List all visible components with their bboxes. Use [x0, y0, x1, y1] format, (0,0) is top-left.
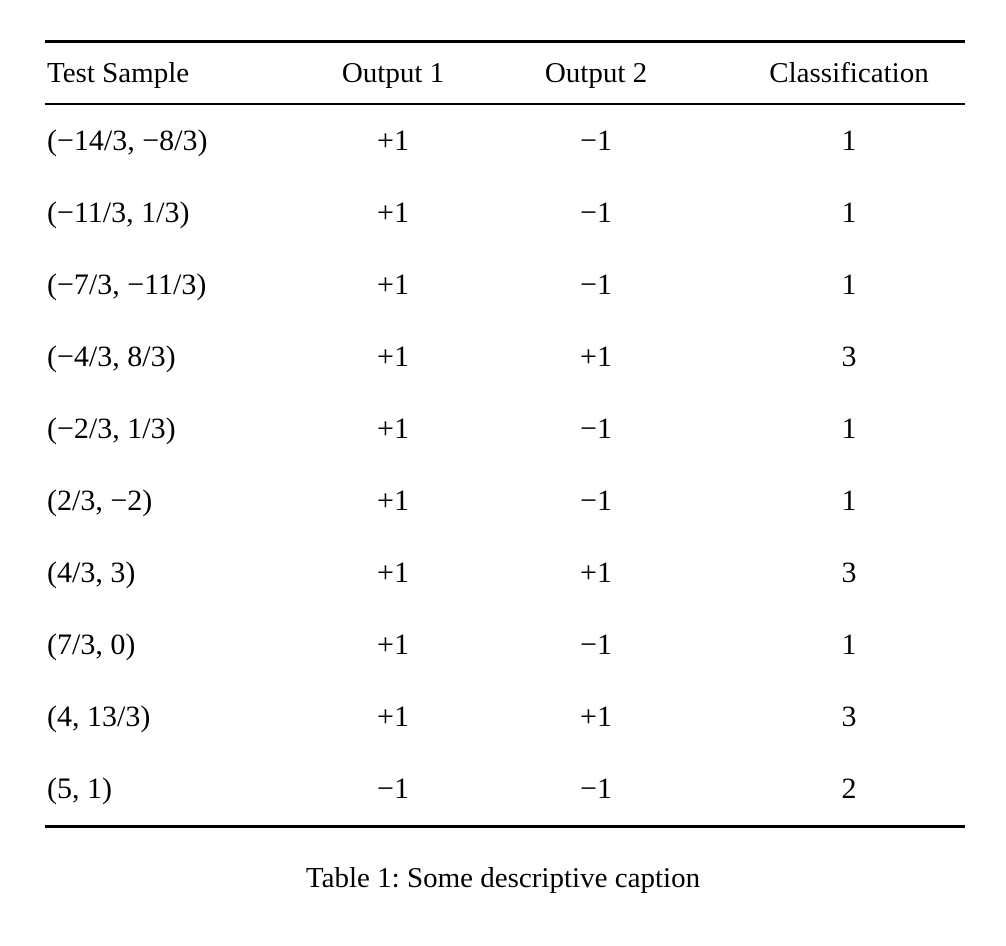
cell-test-sample: (−2/3, 1/3) — [47, 412, 176, 445]
cell-classification: 1 — [841, 268, 857, 301]
cell-test-sample: (−14/3, −8/3) — [47, 124, 208, 157]
cell-classification: 2 — [841, 772, 857, 805]
table-body: (−14/3, −8/3) +1 −1 1 (−11/3, 1/3) +1 −1 1 (−7/3… — [45, 104, 965, 827]
cell-output-1: +1 — [377, 556, 409, 589]
cell-output-2: −1 — [580, 196, 612, 229]
table-header-row: Test Sample Output 1 Output 2 Classifica… — [45, 41, 965, 105]
table-row: (−7/3, −11/3) +1 −1 1 — [45, 249, 965, 321]
cell-output-1: +1 — [377, 340, 409, 373]
cell-output-1: +1 — [377, 700, 409, 733]
cell-output-2: −1 — [580, 412, 612, 445]
cell-output-2: +1 — [580, 340, 612, 373]
cell-output-1: −1 — [377, 772, 409, 805]
column-header-output-2: Output 2 — [459, 41, 733, 105]
cell-output-1: +1 — [377, 124, 409, 157]
cell-classification: 1 — [841, 412, 857, 445]
cell-classification: 1 — [841, 628, 857, 661]
cell-test-sample: (4, 13/3) — [47, 700, 151, 733]
cell-output-1: +1 — [377, 484, 409, 517]
column-header-classification: Classification — [733, 41, 965, 105]
cell-output-2: −1 — [580, 772, 612, 805]
cell-classification: 3 — [841, 340, 857, 373]
table-row: (4, 13/3) +1 +1 3 — [45, 681, 965, 753]
cell-classification: 3 — [841, 556, 857, 589]
cell-classification: 1 — [841, 196, 857, 229]
cell-test-sample: (7/3, 0) — [47, 628, 136, 661]
table-row: (−4/3, 8/3) +1 +1 3 — [45, 321, 965, 393]
column-header-test-sample: Test Sample — [45, 41, 327, 105]
table-row: (5, 1) −1 −1 2 — [45, 753, 965, 827]
table-row: (4/3, 3) +1 +1 3 — [45, 537, 965, 609]
table-row: (2/3, −2) +1 −1 1 — [45, 465, 965, 537]
cell-test-sample: (5, 1) — [47, 772, 112, 805]
cell-classification: 1 — [841, 484, 857, 517]
cell-output-2: −1 — [580, 268, 612, 301]
cell-test-sample: (2/3, −2) — [47, 484, 153, 517]
cell-classification: 3 — [841, 700, 857, 733]
cell-output-1: +1 — [377, 196, 409, 229]
cell-test-sample: (−11/3, 1/3) — [47, 196, 190, 229]
table-caption: Table 1: Some descriptive caption — [305, 862, 701, 894]
cell-test-sample: (4/3, 3) — [47, 556, 136, 589]
results-table: Test Sample Output 1 Output 2 Classifica… — [45, 40, 965, 828]
cell-output-1: +1 — [377, 628, 409, 661]
table-row: (−11/3, 1/3) +1 −1 1 — [45, 177, 965, 249]
cell-output-2: +1 — [580, 556, 612, 589]
table-row: (−2/3, 1/3) +1 −1 1 — [45, 393, 965, 465]
cell-test-sample: (−4/3, 8/3) — [47, 340, 176, 373]
table-row: (−14/3, −8/3) +1 −1 1 — [45, 104, 965, 177]
cell-output-2: −1 — [580, 628, 612, 661]
cell-output-2: −1 — [580, 124, 612, 157]
cell-output-2: +1 — [580, 700, 612, 733]
table-row: (7/3, 0) +1 −1 1 — [45, 609, 965, 681]
cell-classification: 1 — [841, 124, 857, 157]
cell-test-sample: (−7/3, −11/3) — [47, 268, 207, 301]
cell-output-1: +1 — [377, 412, 409, 445]
cell-output-2: −1 — [580, 484, 612, 517]
column-header-output-1: Output 1 — [327, 41, 459, 105]
cell-output-1: +1 — [377, 268, 409, 301]
